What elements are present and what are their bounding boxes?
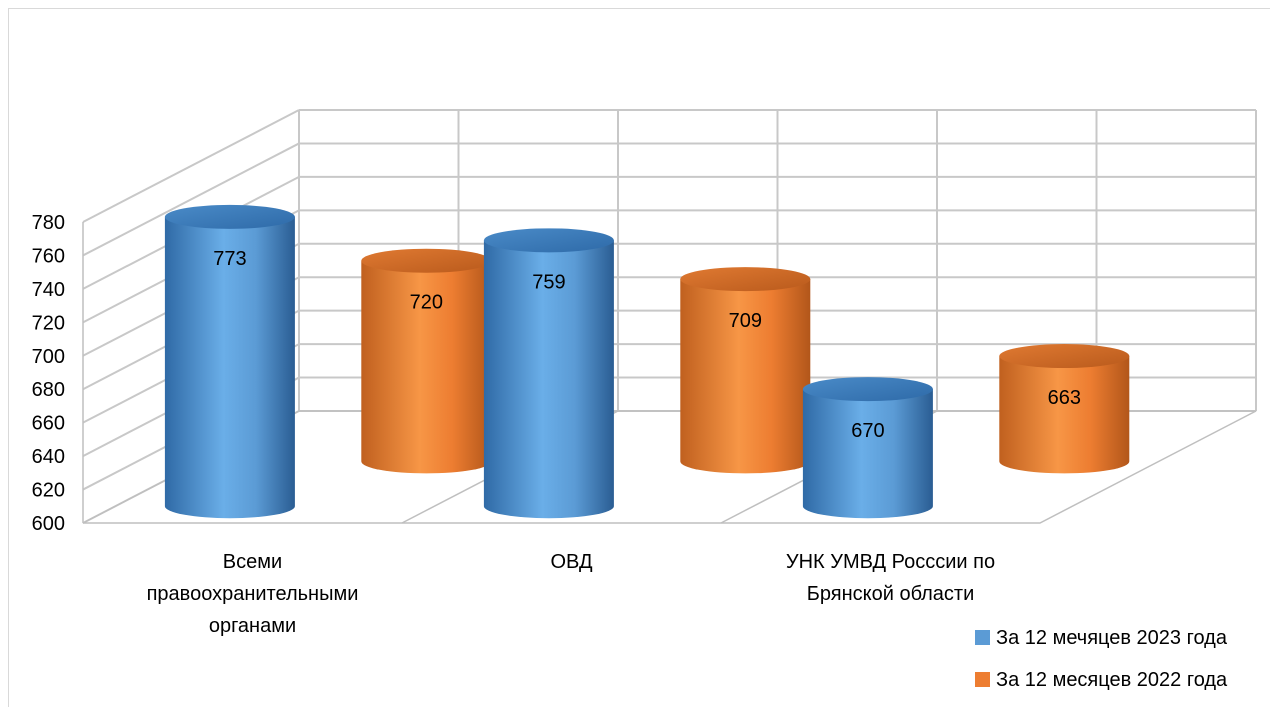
x-axis: Всеми правоохранительными органами ОВД УНК У… <box>147 551 995 637</box>
legend: За 12 мечяцев 2023 года За 12 месяцев 202… <box>975 627 1228 691</box>
y-tick-label: 620 <box>32 480 65 502</box>
y-tick-label: 720 <box>32 312 65 334</box>
chart-area <box>8 8 1270 707</box>
category-label: ОВД <box>550 551 592 573</box>
y-tick-label: 600 <box>32 513 65 535</box>
legend-label: За 12 мечяцев 2023 года <box>996 627 1228 649</box>
bar: 759 <box>483 228 614 519</box>
bar-top <box>999 344 1130 369</box>
bar: 709 <box>680 267 811 474</box>
bar-top <box>483 228 614 253</box>
bar-top <box>164 204 295 229</box>
y-tick-label: 680 <box>32 379 65 401</box>
legend-swatch <box>975 630 990 645</box>
category-label-line: органами <box>209 615 296 637</box>
y-tick-label: 760 <box>32 245 65 267</box>
y-tick-label: 780 <box>32 212 65 234</box>
y-axis: 600 620 640 660 680 700 720 740 760 780 <box>32 212 65 535</box>
bar: 670 <box>802 377 933 519</box>
legend-swatch <box>975 672 990 687</box>
data-label: 720 <box>410 292 443 314</box>
bar-top <box>361 248 492 273</box>
bar-top <box>802 377 933 402</box>
bar: 720 <box>361 248 492 474</box>
category-label-line: ОВД <box>550 551 592 573</box>
category-label-line: Всеми <box>223 551 282 573</box>
bar-body <box>483 240 614 519</box>
bar-body <box>164 216 295 519</box>
bar-body <box>680 279 811 474</box>
gridline-side <box>82 142 300 257</box>
bar-body <box>999 356 1130 474</box>
y-tick-label: 640 <box>32 446 65 468</box>
bar-body <box>802 389 933 519</box>
y-tick-label: 700 <box>32 346 65 368</box>
bar-top <box>680 267 811 292</box>
category-label-line: правоохранительными <box>147 583 359 605</box>
y-tick-label: 660 <box>32 413 65 435</box>
data-label: 670 <box>851 420 884 442</box>
category-label-line: УНК УМВД Росссии по <box>786 551 995 573</box>
bars: 720 709 663 773 759 670 <box>164 204 1130 519</box>
gridline-side <box>82 109 300 223</box>
category-label: УНК УМВД Росссии по Брянской области <box>786 551 995 605</box>
data-label: 663 <box>1048 387 1081 409</box>
data-label: 773 <box>213 248 246 270</box>
data-label: 709 <box>729 310 762 332</box>
legend-label: За 12 месяцев 2022 года <box>996 669 1228 691</box>
bar: 773 <box>164 204 295 519</box>
bar-body <box>361 260 492 474</box>
category-label: Всеми правоохранительными органами <box>147 551 359 637</box>
category-label-line: Брянской области <box>807 583 975 605</box>
data-label: 759 <box>532 271 565 293</box>
y-tick-label: 740 <box>32 279 65 301</box>
bar: 663 <box>999 344 1130 474</box>
